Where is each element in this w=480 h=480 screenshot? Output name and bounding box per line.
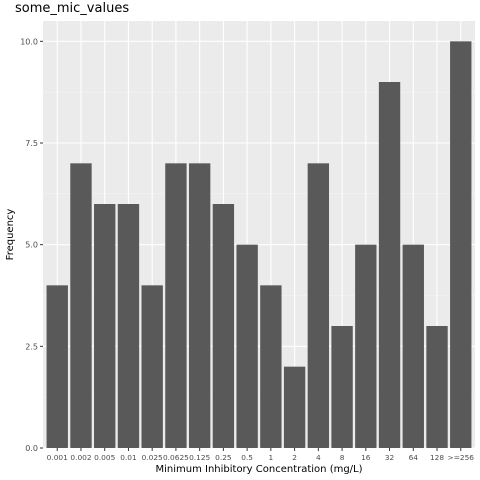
chart-title: some_mic_values bbox=[15, 1, 130, 16]
x-tick-label: 128 bbox=[430, 453, 444, 462]
x-tick-label: 0.01 bbox=[120, 453, 137, 462]
x-tick-label: 0.0625 bbox=[163, 453, 189, 462]
bar-16 bbox=[426, 326, 448, 448]
y-tick-label: 7.5 bbox=[25, 139, 38, 148]
x-tick-label: >=256 bbox=[448, 453, 475, 462]
x-tick-label: 1 bbox=[269, 453, 274, 462]
bar-5 bbox=[165, 163, 187, 449]
y-tick-label: 5.0 bbox=[25, 241, 38, 250]
x-tick-label: 0.5 bbox=[241, 453, 253, 462]
x-tick-label: 8 bbox=[340, 453, 345, 462]
bar-12 bbox=[331, 326, 353, 448]
bar-15 bbox=[402, 244, 424, 448]
bar-6 bbox=[188, 163, 211, 449]
y-tick-label: 0.0 bbox=[25, 444, 38, 453]
bar-10 bbox=[283, 366, 306, 448]
x-tick-label: 16 bbox=[361, 453, 371, 462]
y-tick-label: 10.0 bbox=[20, 37, 38, 46]
x-tick-label: 4 bbox=[316, 453, 321, 462]
x-tick-label: 0.001 bbox=[47, 453, 68, 462]
bar-3 bbox=[117, 204, 140, 448]
x-tick-label: 0.025 bbox=[142, 453, 163, 462]
bar-2 bbox=[94, 204, 116, 448]
bar-0 bbox=[46, 285, 68, 448]
x-tick-label: 64 bbox=[409, 453, 419, 462]
x-tick-label: 0.002 bbox=[70, 453, 91, 462]
bar-17 bbox=[450, 41, 472, 448]
bar-9 bbox=[260, 285, 282, 448]
bar-1 bbox=[70, 163, 92, 449]
x-tick-label: 2 bbox=[292, 453, 297, 462]
x-tick-label: 0.125 bbox=[189, 453, 210, 462]
y-tick-label: 2.5 bbox=[25, 342, 38, 351]
bar-7 bbox=[212, 204, 235, 448]
x-axis-title: Minimum Inhibitory Concentration (mg/L) bbox=[155, 464, 362, 475]
x-tick-label: 0.25 bbox=[215, 453, 232, 462]
bar-11 bbox=[307, 163, 330, 449]
x-tick-label: 0.005 bbox=[94, 453, 115, 462]
bar-13 bbox=[355, 244, 377, 448]
x-tick-label: 32 bbox=[385, 453, 394, 462]
bar-14 bbox=[378, 82, 401, 448]
y-axis-title: Frequency bbox=[5, 209, 16, 261]
bar-4 bbox=[141, 285, 163, 448]
bar-8 bbox=[236, 244, 258, 448]
